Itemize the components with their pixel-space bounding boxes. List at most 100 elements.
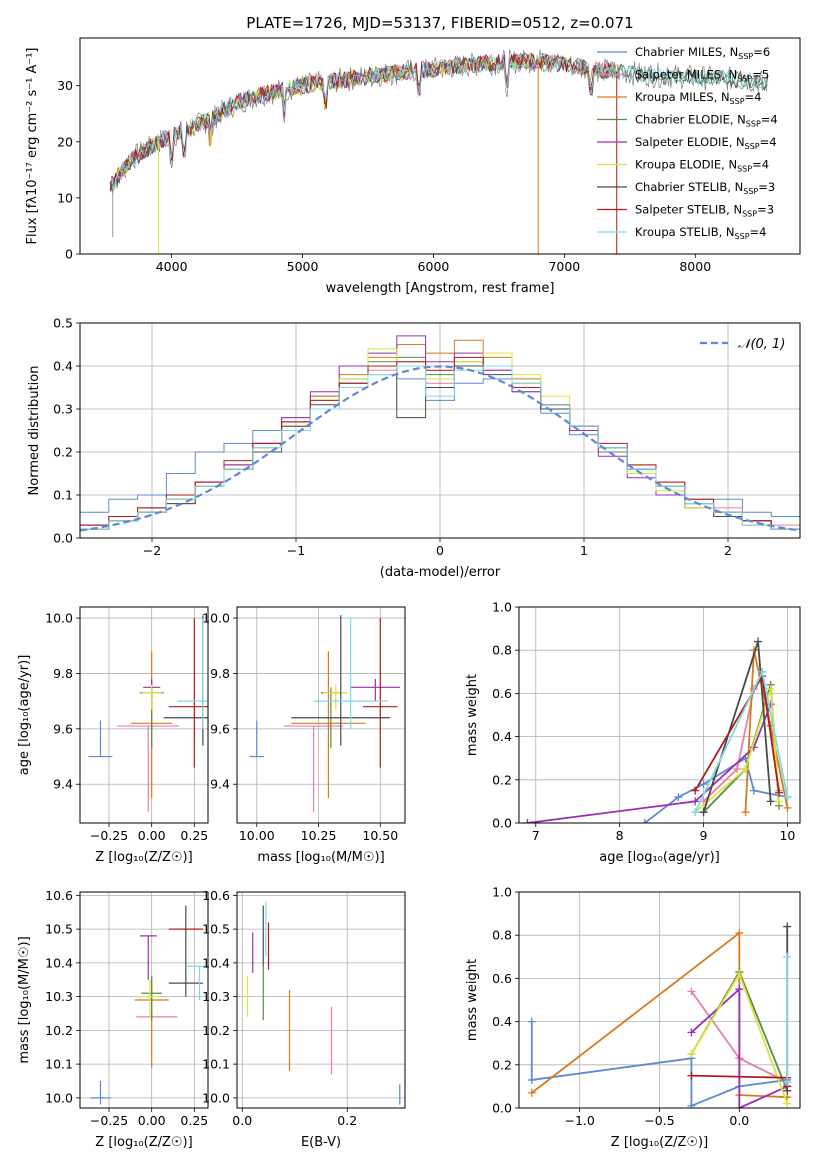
legend-entry: Chabrier STELIB, NSSP=3 [635, 180, 775, 196]
y-tick-label: 10.3 [45, 989, 73, 1004]
weight-marker [783, 1078, 792, 1087]
axes-frame [518, 891, 801, 1109]
x-tick-label: 5000 [287, 259, 319, 274]
legend-entry: Kroupa STELIB, NSSP=4 [635, 225, 766, 241]
x-tick-label: 0.25 [180, 828, 208, 843]
y-tick-label: 10.3 [202, 989, 230, 1004]
y-tick-label: 10 [57, 190, 73, 205]
model-spectrum [113, 53, 617, 179]
x-tick-label: 0.00 [138, 1113, 166, 1128]
y-tick-label: 0.4 [492, 729, 512, 744]
y-tick-label: 1.0 [492, 885, 512, 900]
weight-marker [741, 808, 750, 817]
x-tick-label: 6000 [418, 259, 450, 274]
errorbar-point [139, 935, 157, 980]
weight-marker [775, 797, 784, 806]
weight-marker [783, 922, 792, 931]
weight-marker [691, 808, 700, 817]
axes-frame [236, 891, 406, 1109]
x-tick-label: 10.00 [239, 828, 275, 843]
errorbar-point [141, 684, 162, 710]
mass-weight-vs-age-panel: 7 8 9 10 0.0 0.2 0.4 0.6 0.8 1.0 age [log₁₀(age/yr… [465, 600, 801, 865]
y-axis-label: Flux [fλ10⁻¹⁷ erg cm⁻² s⁻¹ A⁻¹] [25, 48, 40, 245]
model-spectrum [109, 52, 617, 191]
y-axis-label: mass [log₁₀(M/M☉)] [17, 936, 32, 1063]
x-tick-label: −1.0 [564, 1113, 594, 1128]
x-tick-label: 1 [580, 543, 588, 558]
y-tick-label: 1.0 [492, 600, 512, 615]
weight-series [690, 987, 788, 1108]
y-tick-label: 0.2 [492, 772, 512, 787]
weight-marker [754, 637, 763, 646]
y-tick-label: 9.8 [210, 666, 230, 681]
x-tick-label: 2 [724, 543, 732, 558]
x-tick-label: 0.00 [138, 828, 166, 843]
weight-marker [527, 1088, 536, 1097]
y-tick-label: 10.6 [45, 888, 73, 903]
model-spectrum [109, 52, 617, 187]
weight-marker [749, 786, 758, 795]
errorbar-point [291, 651, 366, 799]
mass-vs-EBV-panel: 0.0 0.2 10.0 10.1 10.2 10.3 10.4 10.5 10.6 E(B-V) [202, 888, 406, 1150]
axes-frame [518, 606, 801, 824]
weight-marker [783, 793, 792, 802]
weight-marker [640, 819, 649, 823]
axes-frame [79, 606, 209, 824]
x-axis-label: Z [log₁₀(Z/Z☉)] [95, 1135, 192, 1150]
age-vs-Z-panel: −0.25 0.00 0.25 9.4 9.6 9.8 10.0 Z [log₁₀(Z/Z☉)… [17, 606, 209, 865]
weight-marker [687, 1050, 696, 1058]
y-axis-label: mass weight [465, 674, 480, 756]
weight-marker [735, 970, 744, 979]
y-tick-label: 0.0 [492, 1101, 512, 1116]
x-axis-label: E(B-V) [301, 1135, 341, 1150]
weight-series [530, 1021, 788, 1108]
legend-entry: Salpeter MILES, NSSP=5 [635, 68, 769, 84]
histogram-panel: −2 −1 0 1 2 0.0 0.1 0.2 0.3 0.4 0.5 (data-model)/er… [27, 316, 801, 580]
weight-series [702, 641, 772, 813]
age-vs-mass-panel: 10.00 10.25 10.50 9.4 9.6 9.8 10.0 mass [log₁₀(… [202, 606, 406, 865]
errorbar-point [139, 979, 161, 1017]
x-tick-label: 10.50 [362, 828, 398, 843]
model-spectrum [109, 53, 538, 192]
legend-entry: Salpeter STELIB, NSSP=3 [635, 203, 774, 219]
x-tick-label: 4000 [156, 259, 188, 274]
x-tick-label: 0.25 [180, 1113, 208, 1128]
weight-marker [674, 793, 683, 802]
y-tick-label: 0.8 [492, 928, 512, 943]
y-tick-label: 0.1 [53, 488, 73, 503]
weight-marker [733, 765, 742, 773]
y-tick-label: 10.2 [45, 1023, 73, 1038]
weight-marker [775, 788, 784, 797]
legend-entry: Chabrier MILES, NSSP=6 [635, 45, 770, 61]
errorbar-point [323, 684, 349, 710]
x-tick-label: 0.0 [729, 1113, 749, 1128]
errorbar-point [249, 720, 265, 758]
histogram-series [80, 356, 800, 530]
y-tick-label: 30 [57, 78, 73, 93]
y-tick-label: 10.2 [202, 1023, 230, 1038]
legend-entry: Kroupa ELODIE, NSSP=4 [635, 158, 769, 174]
x-tick-label: 10.25 [301, 828, 337, 843]
legend-entry: Kroupa MILES, NSSP=4 [635, 90, 761, 106]
x-tick-label: 7000 [548, 259, 580, 274]
y-tick-label: 10.1 [202, 1057, 230, 1072]
weight-marker [527, 1017, 536, 1026]
x-tick-label: −0.25 [90, 828, 128, 843]
y-tick-label: 0.5 [53, 316, 73, 331]
y-tick-label: 10.1 [45, 1057, 73, 1072]
x-tick-label: 7 [532, 828, 540, 843]
weight-marker [691, 797, 700, 806]
x-axis-label: (data-model)/error [380, 565, 501, 580]
x-tick-label: 9 [700, 828, 708, 843]
y-tick-label: 0.4 [53, 359, 73, 374]
model-spectrum [109, 53, 769, 192]
y-tick-label: 10.0 [202, 611, 230, 626]
legend-entry: Salpeter ELODIE, NSSP=4 [635, 135, 777, 151]
y-tick-label: 10.4 [202, 955, 230, 970]
y-tick-label: 10.5 [45, 922, 73, 937]
weight-marker [687, 1028, 696, 1037]
y-tick-label: 0.6 [492, 971, 512, 986]
x-axis-label: mass [log₁₀(M/M☉)] [257, 850, 384, 865]
x-tick-label: 0 [436, 543, 444, 558]
model-spectrum [109, 51, 616, 193]
